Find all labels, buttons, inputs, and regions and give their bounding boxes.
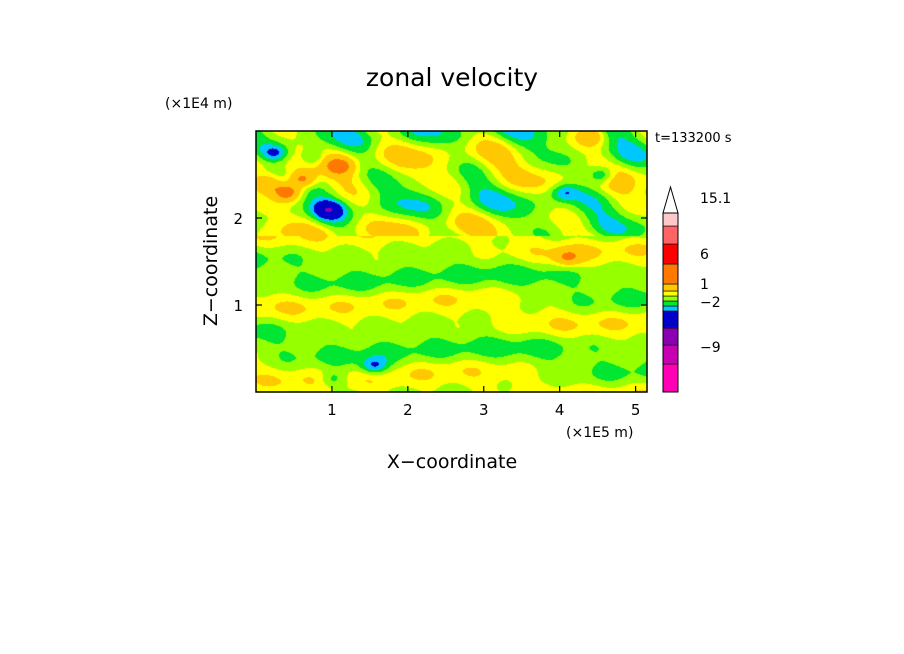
colorbar-label: 6 — [700, 247, 709, 263]
colorbar-band — [662, 283, 679, 292]
colorbar-band — [662, 363, 679, 393]
x-tick-label: 3 — [479, 401, 489, 419]
heatmap-field — [256, 131, 647, 392]
colorbar-band — [662, 295, 679, 302]
time-label: t=133200 s — [655, 131, 732, 146]
colorbar-extend-arrow — [662, 185, 679, 214]
colorbar-band — [662, 300, 679, 307]
colorbar-label: −9 — [700, 340, 721, 356]
heatmap-plot-area — [255, 130, 648, 393]
plot-frame — [255, 130, 648, 393]
chart-title: zonal velocity — [366, 63, 538, 92]
x-axis-title: X−coordinate — [387, 451, 517, 473]
x-tick-label: 4 — [555, 401, 565, 419]
y-axis-title: Z−coordinate — [200, 196, 222, 326]
x-tick-label: 1 — [327, 401, 337, 419]
colorbar-band — [662, 327, 679, 346]
colorbar-frame — [662, 212, 679, 393]
x-axis: 1 2 3 4 5 — [327, 131, 640, 419]
colorbar-band — [662, 243, 679, 265]
y-unit-label: (×1E4 m) — [165, 96, 232, 112]
y-tick-label: 2 — [233, 210, 243, 228]
colorbar-band — [662, 305, 679, 312]
colorbar-label: 1 — [700, 277, 709, 293]
colorbar: 15.1 6 1 −2 −9 — [662, 185, 731, 393]
colorbar-band — [662, 212, 679, 227]
x-tick-label: 5 — [631, 401, 641, 419]
colorbar-label: −2 — [700, 295, 721, 311]
y-tick-label: 1 — [233, 297, 243, 315]
x-tick-label: 2 — [403, 401, 413, 419]
colorbar-band — [662, 290, 679, 297]
colorbar-band — [662, 344, 679, 365]
colorbar-band — [662, 310, 679, 329]
colorbar-band — [662, 263, 679, 285]
y-axis: 12 — [233, 210, 647, 315]
colorbar-label: 15.1 — [700, 191, 731, 207]
colorbar-band — [662, 225, 679, 245]
x-unit-label: (×1E5 m) — [566, 425, 633, 441]
